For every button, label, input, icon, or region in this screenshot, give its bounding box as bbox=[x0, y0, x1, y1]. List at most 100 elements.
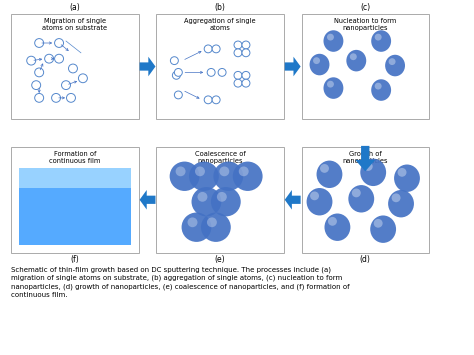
Circle shape bbox=[189, 162, 219, 191]
Circle shape bbox=[204, 96, 212, 104]
Ellipse shape bbox=[323, 30, 343, 52]
Bar bbox=[301, 13, 429, 119]
Circle shape bbox=[212, 96, 220, 104]
Ellipse shape bbox=[364, 162, 373, 171]
Ellipse shape bbox=[310, 54, 329, 75]
Polygon shape bbox=[356, 146, 375, 171]
Circle shape bbox=[242, 49, 250, 57]
Circle shape bbox=[242, 41, 250, 49]
Bar bbox=[11, 13, 138, 119]
Circle shape bbox=[170, 162, 200, 191]
Circle shape bbox=[239, 166, 249, 176]
Text: Growth of
nanoparticles: Growth of nanoparticles bbox=[343, 151, 388, 164]
Circle shape bbox=[55, 54, 64, 63]
Text: (f): (f) bbox=[71, 255, 79, 264]
Circle shape bbox=[204, 45, 212, 53]
Circle shape bbox=[35, 39, 44, 48]
Circle shape bbox=[35, 68, 44, 77]
Ellipse shape bbox=[352, 189, 361, 197]
Circle shape bbox=[233, 162, 263, 191]
Ellipse shape bbox=[398, 168, 407, 177]
Ellipse shape bbox=[388, 190, 414, 217]
Circle shape bbox=[213, 162, 243, 191]
Bar bbox=[156, 13, 284, 119]
Text: Migration of single
atoms on substrate: Migration of single atoms on substrate bbox=[42, 17, 108, 31]
Ellipse shape bbox=[313, 57, 320, 64]
Ellipse shape bbox=[327, 34, 334, 40]
Text: Nucleation to form
nanoparticles: Nucleation to form nanoparticles bbox=[334, 17, 396, 31]
Bar bbox=[156, 147, 284, 253]
Ellipse shape bbox=[346, 50, 366, 71]
Ellipse shape bbox=[360, 159, 386, 186]
Circle shape bbox=[174, 91, 182, 99]
Text: (a): (a) bbox=[70, 2, 80, 12]
Polygon shape bbox=[285, 190, 301, 209]
Circle shape bbox=[207, 217, 217, 227]
Circle shape bbox=[207, 69, 215, 76]
Circle shape bbox=[242, 79, 250, 87]
Bar bbox=[301, 147, 429, 253]
Circle shape bbox=[198, 192, 208, 202]
Circle shape bbox=[45, 54, 54, 63]
Text: (e): (e) bbox=[215, 255, 226, 264]
Circle shape bbox=[170, 57, 178, 65]
Circle shape bbox=[219, 166, 229, 176]
Circle shape bbox=[55, 39, 64, 48]
Text: Formation of
continuous film: Formation of continuous film bbox=[49, 151, 100, 164]
Circle shape bbox=[182, 213, 211, 242]
Ellipse shape bbox=[394, 164, 420, 192]
Circle shape bbox=[173, 71, 180, 79]
Ellipse shape bbox=[327, 81, 334, 88]
Polygon shape bbox=[139, 57, 155, 76]
Ellipse shape bbox=[350, 53, 357, 60]
Circle shape bbox=[27, 56, 36, 65]
Text: Coalescence of
nanoparticles: Coalescence of nanoparticles bbox=[195, 151, 246, 164]
Circle shape bbox=[195, 166, 205, 176]
Circle shape bbox=[234, 71, 242, 79]
Circle shape bbox=[78, 74, 87, 83]
Ellipse shape bbox=[320, 164, 329, 173]
Circle shape bbox=[62, 81, 71, 89]
Ellipse shape bbox=[323, 77, 343, 99]
Circle shape bbox=[174, 69, 182, 76]
Ellipse shape bbox=[307, 188, 332, 215]
Polygon shape bbox=[139, 190, 155, 209]
Ellipse shape bbox=[317, 160, 342, 188]
Text: Aggregation of single
atoms: Aggregation of single atoms bbox=[184, 17, 256, 31]
Text: (d): (d) bbox=[360, 255, 371, 264]
Circle shape bbox=[188, 217, 198, 227]
Text: (c): (c) bbox=[360, 2, 370, 12]
Circle shape bbox=[218, 69, 226, 76]
Circle shape bbox=[52, 93, 61, 102]
Ellipse shape bbox=[389, 58, 396, 65]
Circle shape bbox=[234, 79, 242, 87]
Circle shape bbox=[66, 93, 75, 102]
Ellipse shape bbox=[392, 193, 401, 202]
Text: Schematic of thin-film growth based on DC sputtering technique. The processes in: Schematic of thin-film growth based on D… bbox=[11, 266, 350, 298]
Circle shape bbox=[217, 192, 227, 202]
Circle shape bbox=[234, 49, 242, 57]
Bar bbox=[19, 168, 131, 245]
Ellipse shape bbox=[370, 215, 396, 243]
Circle shape bbox=[211, 187, 241, 217]
Bar bbox=[19, 168, 131, 187]
Circle shape bbox=[32, 81, 41, 89]
Ellipse shape bbox=[348, 185, 374, 213]
Circle shape bbox=[201, 213, 231, 242]
Ellipse shape bbox=[374, 219, 383, 228]
Ellipse shape bbox=[328, 217, 337, 226]
Ellipse shape bbox=[374, 83, 382, 89]
Polygon shape bbox=[285, 57, 301, 76]
Circle shape bbox=[191, 187, 221, 217]
Circle shape bbox=[234, 41, 242, 49]
Text: (b): (b) bbox=[215, 2, 226, 12]
Circle shape bbox=[175, 166, 185, 176]
Circle shape bbox=[69, 64, 77, 73]
Circle shape bbox=[242, 71, 250, 79]
Ellipse shape bbox=[374, 34, 382, 40]
Circle shape bbox=[212, 45, 220, 53]
Ellipse shape bbox=[385, 55, 405, 76]
Circle shape bbox=[35, 93, 44, 102]
Bar bbox=[11, 147, 138, 253]
Ellipse shape bbox=[310, 191, 319, 200]
